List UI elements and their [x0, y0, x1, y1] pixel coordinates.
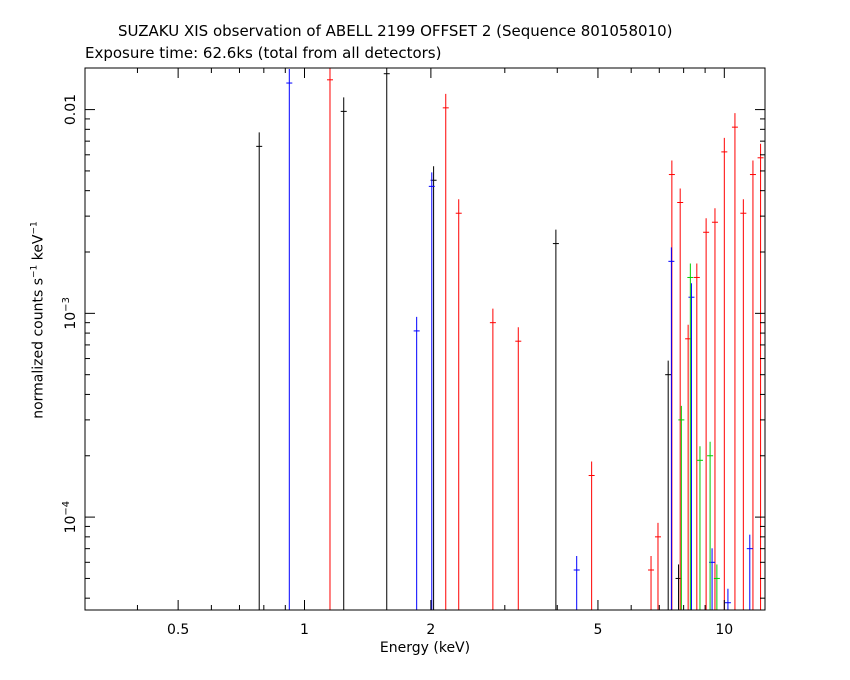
y-axis-label-wrapper: normalized counts s−1 keV−1: [18, 170, 58, 470]
tick-layer: 0.5 1 2 5 10 10−4 10−3 0.01: [61, 68, 765, 638]
x-tick-label: 10: [715, 622, 733, 638]
series-2: [286, 69, 753, 610]
chart-subtitle: Exposure time: 62.6ks (total from all de…: [85, 44, 442, 62]
y-tick-label: 10−4: [61, 501, 79, 534]
y-tick-label: 0.01: [63, 94, 79, 125]
y-tick-label: 10−3: [61, 297, 79, 330]
y-axis-label-base: normalized counts s: [30, 278, 47, 419]
y-axis-label-mid: keV: [30, 234, 47, 265]
series-1: [326, 68, 764, 610]
data-layer: [256, 68, 764, 610]
y-axis-label: normalized counts s−1 keV−1: [30, 221, 47, 419]
x-tick-label: 5: [593, 622, 602, 638]
y-axis-label-exp2: −1: [29, 221, 40, 235]
x-tick-label: 2: [426, 622, 435, 638]
chart-title: SUZAKU XIS observation of ABELL 2199 OFF…: [118, 22, 673, 40]
x-tick-label: 0.5: [167, 622, 189, 638]
x-tick-label: 1: [300, 622, 309, 638]
plot-frame: [84, 67, 766, 611]
series-3: [678, 263, 720, 610]
x-axis-label: Energy (keV): [379, 640, 471, 656]
axes-layer: [84, 67, 766, 611]
series-0: [256, 68, 682, 610]
y-axis-label-exp1: −1: [29, 264, 40, 279]
